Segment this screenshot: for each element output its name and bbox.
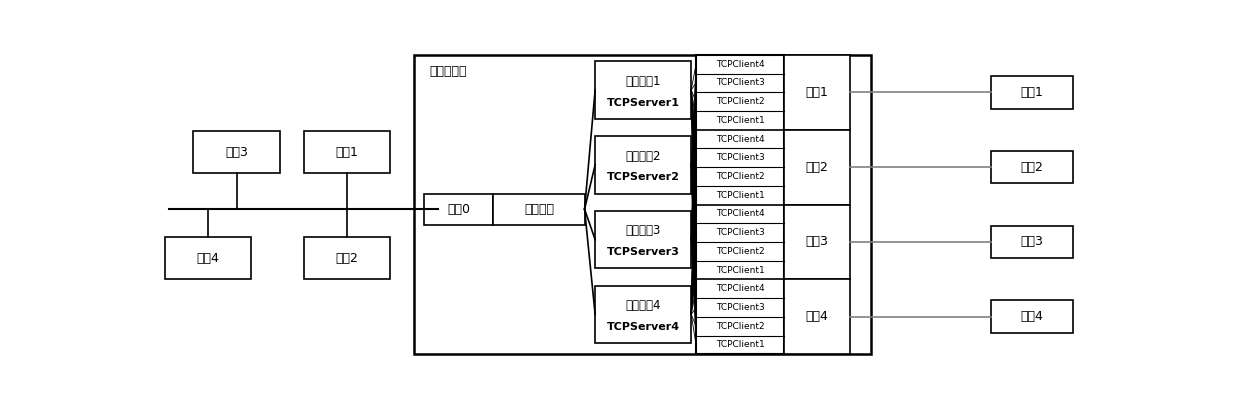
Text: TCPServer3: TCPServer3 <box>606 247 680 257</box>
Text: TCPServer1: TCPServer1 <box>606 98 680 108</box>
FancyBboxPatch shape <box>785 279 849 354</box>
Text: TCPClient3: TCPClient3 <box>715 303 765 312</box>
FancyBboxPatch shape <box>991 226 1073 258</box>
FancyBboxPatch shape <box>696 55 785 354</box>
Text: 从圱3: 从圱3 <box>226 146 248 159</box>
FancyBboxPatch shape <box>304 237 391 279</box>
Text: 模拟从圱2: 模拟从圱2 <box>625 149 661 163</box>
Text: TCPClient3: TCPClient3 <box>715 153 765 162</box>
Text: 从圱1: 从圱1 <box>336 146 358 159</box>
FancyBboxPatch shape <box>595 61 691 119</box>
Text: TCPClient4: TCPClient4 <box>715 134 765 143</box>
Text: 主圱3: 主圱3 <box>1021 235 1043 248</box>
Text: 串口4: 串口4 <box>806 310 828 323</box>
Text: TCPClient3: TCPClient3 <box>715 228 765 237</box>
FancyBboxPatch shape <box>193 131 280 173</box>
Text: 串口3: 串口3 <box>806 235 828 248</box>
Text: TCPClient2: TCPClient2 <box>715 322 765 330</box>
FancyBboxPatch shape <box>494 194 584 225</box>
FancyBboxPatch shape <box>785 205 849 279</box>
FancyBboxPatch shape <box>991 301 1073 333</box>
Text: 主圱4: 主圱4 <box>1021 310 1043 323</box>
FancyBboxPatch shape <box>304 131 391 173</box>
Text: TCPClient4: TCPClient4 <box>715 60 765 69</box>
Text: 从圱4: 从圱4 <box>196 252 219 265</box>
Text: 模拟从圱4: 模拟从圱4 <box>625 299 661 312</box>
FancyBboxPatch shape <box>991 76 1073 109</box>
Text: TCPClient1: TCPClient1 <box>715 116 765 125</box>
FancyBboxPatch shape <box>595 211 691 269</box>
Text: TCPServer4: TCPServer4 <box>606 322 680 332</box>
Text: TCPClient1: TCPClient1 <box>715 191 765 200</box>
Text: 模拟主站: 模拟主站 <box>525 203 554 216</box>
Text: 串口2: 串口2 <box>806 161 828 174</box>
FancyBboxPatch shape <box>991 151 1073 183</box>
FancyBboxPatch shape <box>785 130 849 205</box>
Text: TCPClient1: TCPClient1 <box>715 340 765 350</box>
FancyBboxPatch shape <box>414 55 870 354</box>
Text: 串口1: 串口1 <box>806 86 828 99</box>
Text: TCPClient1: TCPClient1 <box>715 266 765 275</box>
Text: TCPServer2: TCPServer2 <box>606 173 680 183</box>
FancyBboxPatch shape <box>165 237 250 279</box>
Text: TCPClient2: TCPClient2 <box>715 97 765 106</box>
Text: 从圱2: 从圱2 <box>336 252 358 265</box>
Text: TCPClient4: TCPClient4 <box>715 209 765 218</box>
Text: TCPClient2: TCPClient2 <box>715 172 765 181</box>
FancyBboxPatch shape <box>595 136 691 194</box>
Text: 主圱1: 主圱1 <box>1021 86 1043 99</box>
FancyBboxPatch shape <box>785 55 849 130</box>
Text: 嵌入式设备: 嵌入式设备 <box>429 66 466 79</box>
Text: 模拟从圱1: 模拟从圱1 <box>625 75 661 88</box>
FancyBboxPatch shape <box>595 286 691 343</box>
Text: TCPClient4: TCPClient4 <box>715 284 765 293</box>
Text: 串口0: 串口0 <box>448 203 470 216</box>
Text: TCPClient2: TCPClient2 <box>715 247 765 256</box>
Text: 主圱2: 主圱2 <box>1021 161 1043 174</box>
FancyBboxPatch shape <box>424 194 494 225</box>
Text: 模拟从圱3: 模拟从圱3 <box>625 224 661 237</box>
Text: TCPClient3: TCPClient3 <box>715 79 765 87</box>
